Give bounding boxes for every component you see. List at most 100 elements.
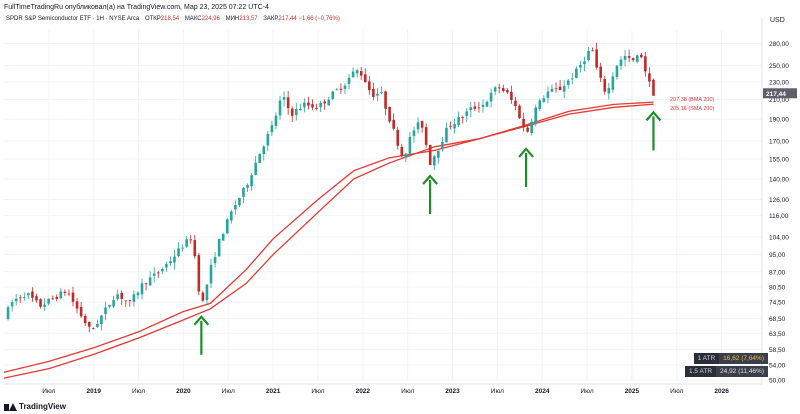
candle-body xyxy=(526,127,529,132)
close-label: ЗАКР xyxy=(263,16,279,22)
candle-body xyxy=(579,64,582,68)
candle-body xyxy=(635,55,639,62)
candle-body xyxy=(323,101,326,104)
candle-body xyxy=(79,306,83,317)
ma-value-tag: 205,16 (SMA 200) xyxy=(670,106,715,112)
atr-1-label: 1 ATR xyxy=(693,353,720,364)
candle-body xyxy=(128,300,132,301)
x-tick-label: Июл xyxy=(42,388,55,395)
candle-body xyxy=(238,198,241,206)
candle-body xyxy=(542,98,546,102)
time-axis[interactable]: Июл 2019 Июл 2020 Июл 2021 Июл 2022 Июл 2023 Июл 20… xyxy=(4,383,762,395)
candle-body xyxy=(152,273,156,276)
open-value: 218,54 xyxy=(160,16,180,22)
candle-body xyxy=(603,79,607,92)
x-tick-label: 2025 xyxy=(625,388,640,395)
candle-body xyxy=(104,307,107,315)
price-axis[interactable]: 50,00 54,00 58,50 63,50 68,50 74,50 80,50 87,00… xyxy=(670,18,797,385)
candle-body xyxy=(461,117,464,119)
candle-body xyxy=(87,322,91,327)
candle-body xyxy=(595,49,598,68)
candle-body xyxy=(562,85,566,92)
candle-body xyxy=(156,272,160,274)
candle-body xyxy=(221,233,225,241)
candle-body xyxy=(173,256,176,263)
candle-body xyxy=(335,89,339,91)
symbol-legend: SPDR S&P Semiconductor ETF · 1Н · NYSE A… xyxy=(6,16,340,22)
candle-body xyxy=(112,300,115,307)
ma-line-sma-200 xyxy=(3,103,654,379)
candle-body xyxy=(339,88,343,90)
candle-body xyxy=(205,284,209,301)
candle-body xyxy=(538,100,542,109)
candle-body xyxy=(347,77,351,84)
y-tick-label: 74,50 xyxy=(769,300,786,307)
candle-body xyxy=(71,292,75,302)
candle-body xyxy=(59,291,63,299)
y-tick-label: 95,00 xyxy=(769,252,786,259)
candle-body xyxy=(75,301,79,309)
publish-header: FullTimeTradingRu опубликовал(а) на Trad… xyxy=(4,4,269,11)
candle-body xyxy=(43,304,46,307)
candle-body xyxy=(258,153,262,164)
candle-body xyxy=(396,129,400,146)
candle-body xyxy=(39,299,42,307)
y-tick-label: 230,00 xyxy=(769,79,789,86)
x-tick-label: Июл xyxy=(311,388,324,395)
candle-body xyxy=(303,102,306,108)
candle-body xyxy=(225,219,229,234)
candle-body xyxy=(432,156,436,166)
candle-body xyxy=(96,323,99,327)
arrow-up-icon xyxy=(645,110,662,122)
candle-body xyxy=(315,107,318,109)
x-tick-label: 2022 xyxy=(356,388,371,395)
candle-body xyxy=(201,292,205,301)
candle-body xyxy=(327,99,331,106)
y-tick-label: 210,00 xyxy=(769,97,789,104)
candle-body xyxy=(217,238,221,257)
y-tick-label: 58,50 xyxy=(769,347,786,354)
y-tick-label: 126,00 xyxy=(769,197,789,204)
y-tick-label: 116,00 xyxy=(769,213,789,220)
candle-body xyxy=(501,88,505,91)
candle-body xyxy=(307,102,310,106)
candle-body xyxy=(449,125,452,127)
candle-body xyxy=(282,97,286,100)
tradingview-logo-icon xyxy=(4,402,17,411)
candle-body xyxy=(485,101,489,107)
candles xyxy=(6,42,655,333)
candle-body xyxy=(165,264,168,268)
candle-body xyxy=(278,100,282,116)
candle-body xyxy=(493,87,497,92)
candle-body xyxy=(213,257,217,264)
candle-body xyxy=(424,127,428,145)
candle-body xyxy=(242,187,245,197)
x-tick-label: Июл xyxy=(401,388,414,395)
candle-body xyxy=(623,55,627,60)
candle-body xyxy=(587,50,590,61)
candle-body xyxy=(363,74,367,83)
y-tick-label: 104,00 xyxy=(769,234,789,241)
candle-body xyxy=(116,294,119,300)
x-tick-label: Июл xyxy=(670,388,683,395)
atr-1-box: 1 ATR 16,62 (7,64%) xyxy=(693,353,768,364)
candle-body xyxy=(185,239,188,247)
candle-body xyxy=(412,130,416,137)
y-tick-label: 170,00 xyxy=(769,138,789,145)
x-tick-label: 2021 xyxy=(266,388,281,395)
candle-body xyxy=(648,73,651,82)
candle-body xyxy=(286,97,290,109)
candle-body xyxy=(627,56,631,58)
candle-body xyxy=(457,117,460,125)
candle-body xyxy=(465,111,469,116)
candle-body xyxy=(441,141,444,150)
candle-body xyxy=(108,304,111,307)
candle-body xyxy=(376,93,379,96)
y-tick-label: 68,50 xyxy=(769,316,786,323)
x-tick-label: 2026 xyxy=(714,388,729,395)
y-tick-label: 250,00 xyxy=(769,63,789,70)
candle-body xyxy=(631,58,635,60)
y-tick-label: 155,00 xyxy=(769,156,789,163)
candle-body xyxy=(514,100,517,107)
